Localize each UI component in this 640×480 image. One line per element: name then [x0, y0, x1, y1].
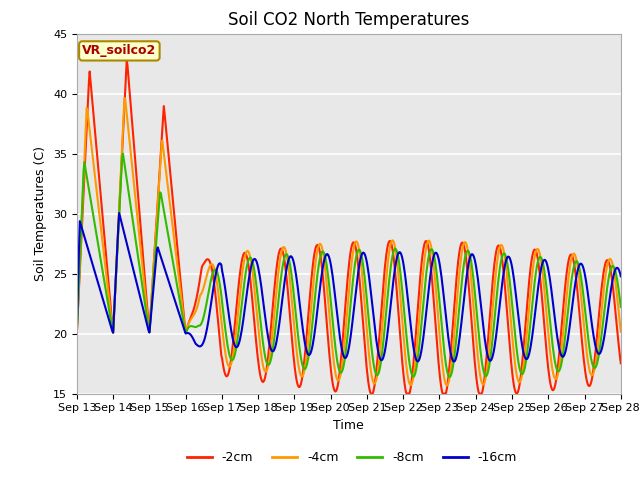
- X-axis label: Time: Time: [333, 419, 364, 432]
- Legend: -2cm, -4cm, -8cm, -16cm: -2cm, -4cm, -8cm, -16cm: [182, 446, 522, 469]
- Y-axis label: Soil Temperatures (C): Soil Temperatures (C): [35, 146, 47, 281]
- Title: Soil CO2 North Temperatures: Soil CO2 North Temperatures: [228, 11, 470, 29]
- Text: VR_soilco2: VR_soilco2: [82, 44, 157, 58]
